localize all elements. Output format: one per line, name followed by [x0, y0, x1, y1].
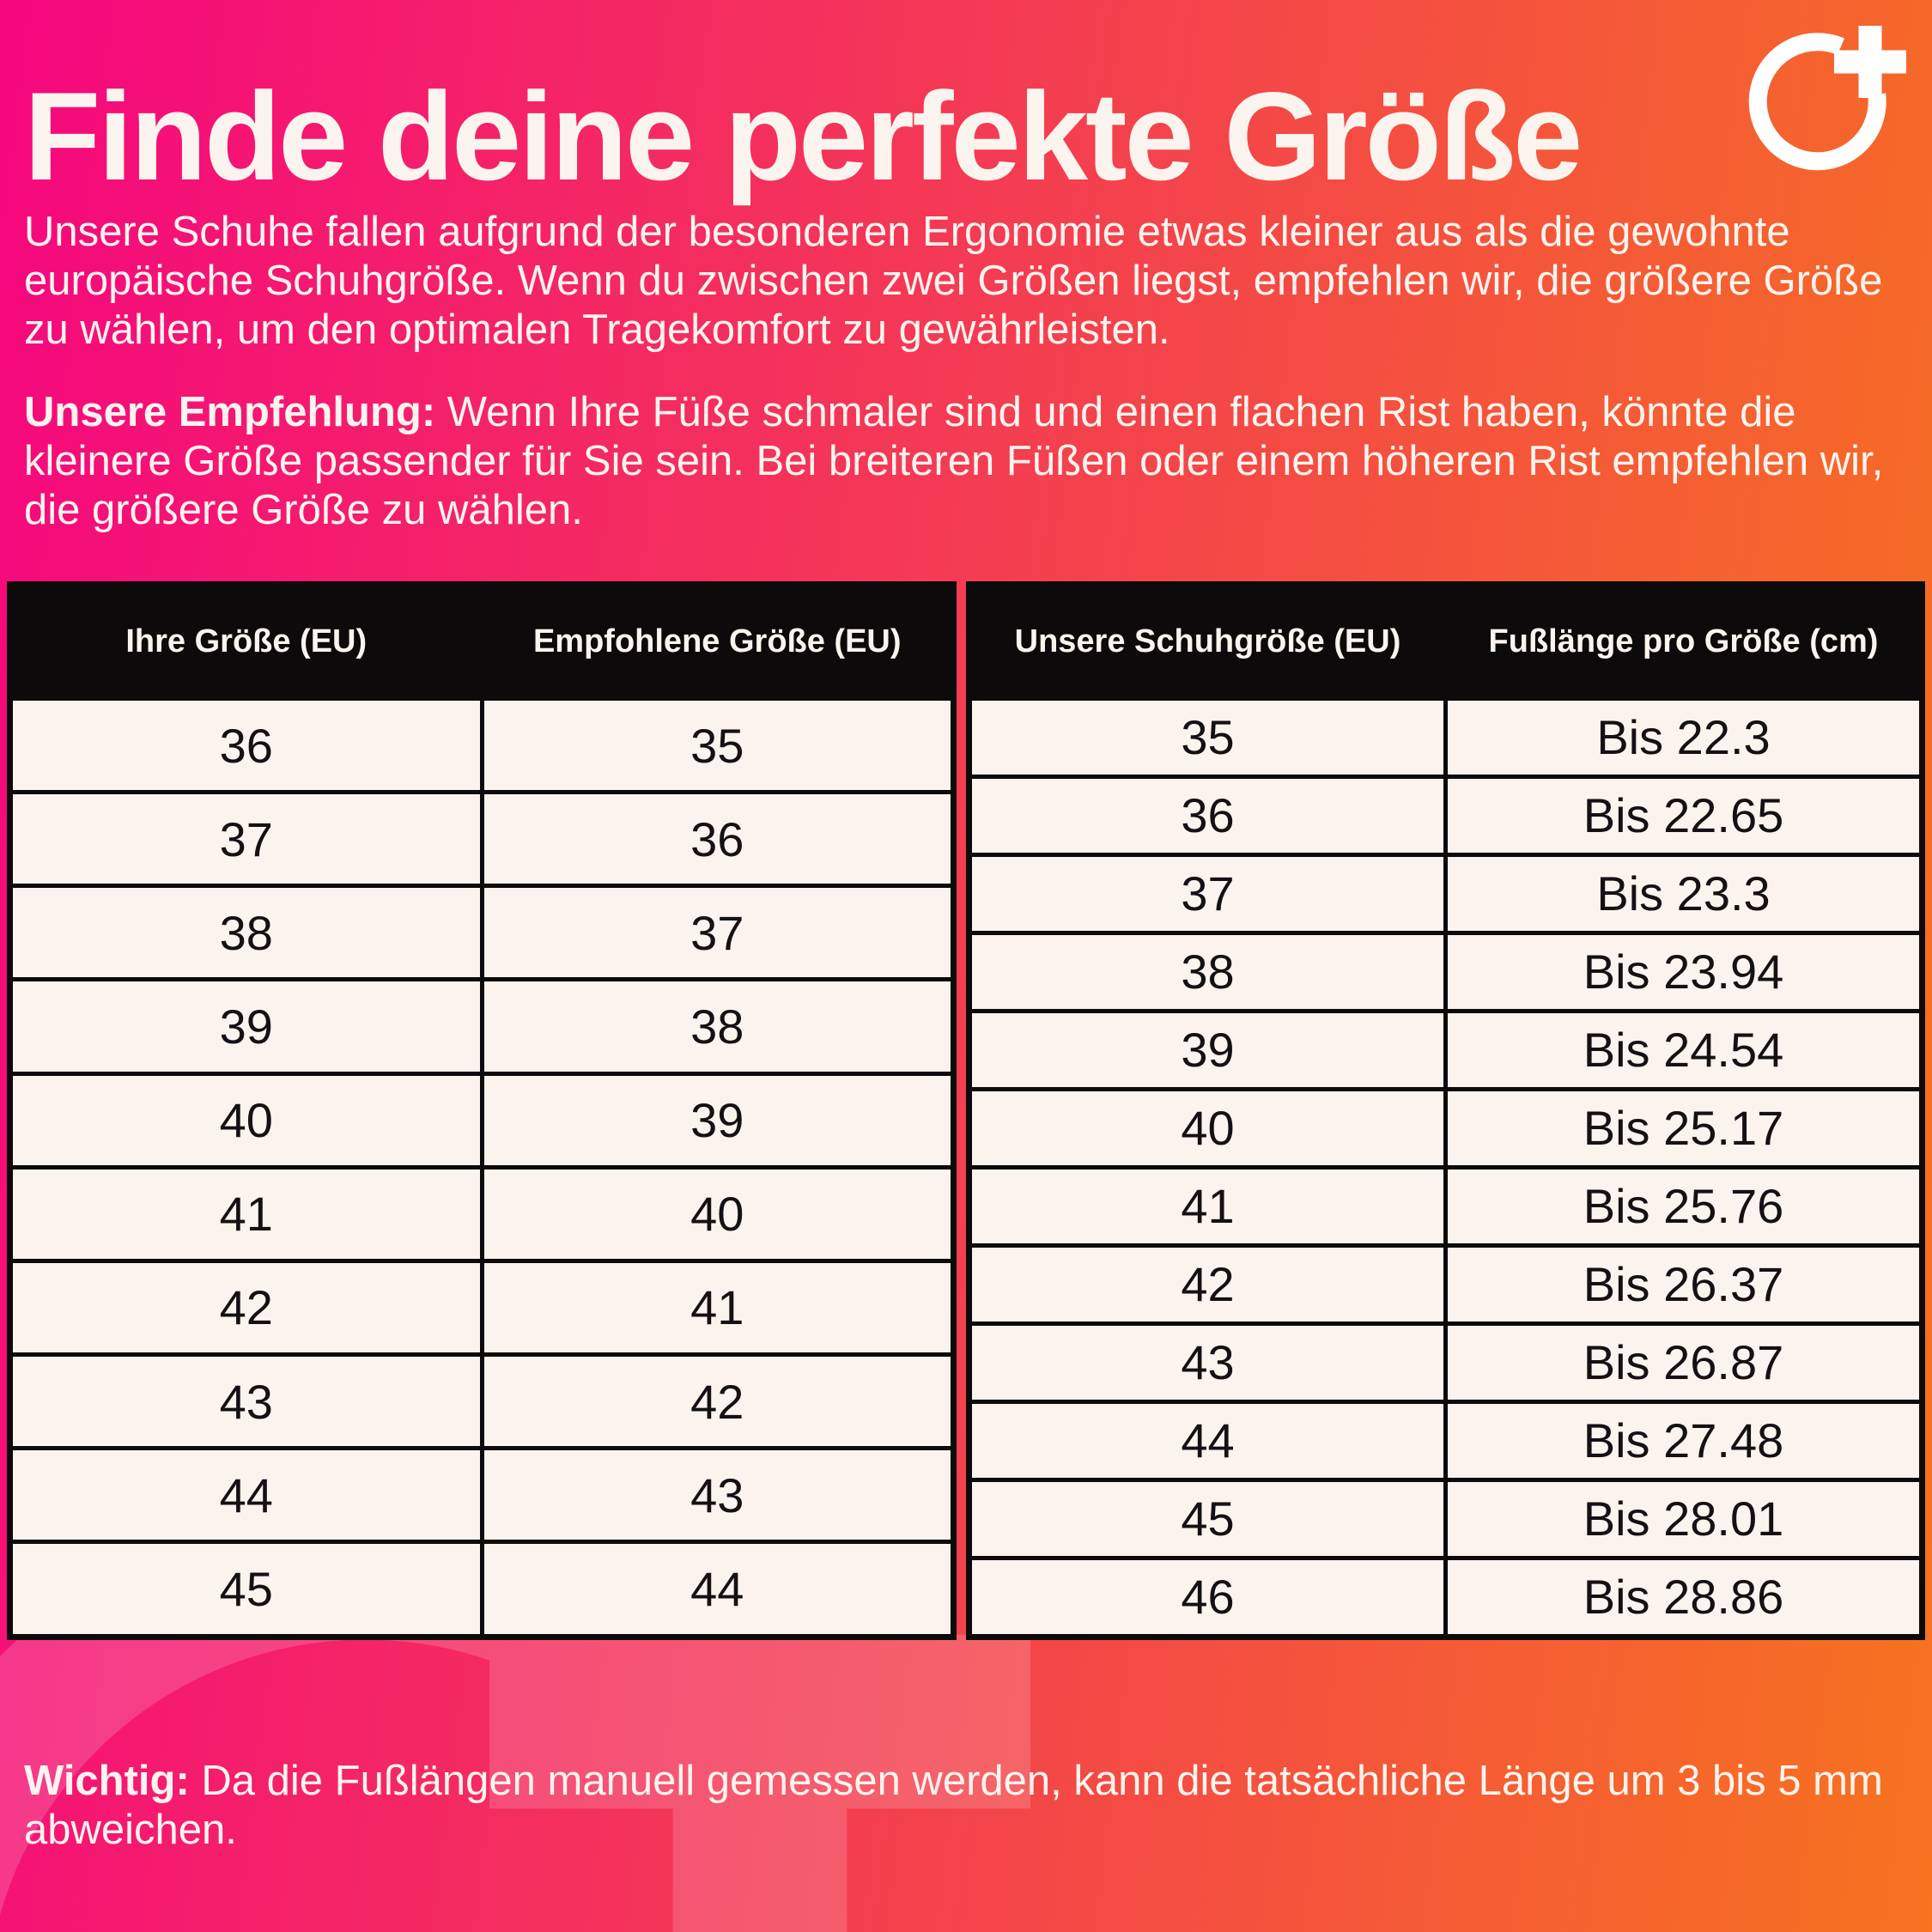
table-row: 44 43: [8, 1446, 956, 1545]
table-row: 41 40: [8, 1164, 956, 1263]
table-cell: Bis 26.37: [1443, 1242, 1924, 1326]
table-cell: 38: [8, 884, 484, 982]
table-cell: 43: [967, 1321, 1448, 1404]
table-row: 45 Bis 28.01: [967, 1477, 1924, 1560]
table-cell: 44: [8, 1446, 484, 1545]
table-cell: Bis 25.17: [1443, 1086, 1924, 1170]
table-cell: 39: [479, 1071, 956, 1170]
table-row: 36 Bis 22.65: [967, 774, 1924, 857]
table-cell: 44: [967, 1399, 1448, 1482]
table-row: 37 Bis 23.3: [967, 852, 1924, 935]
table-cell: Bis 23.94: [1443, 930, 1924, 1013]
table-cell: Bis 22.3: [1443, 696, 1924, 779]
table-cell: 45: [967, 1477, 1448, 1560]
table-row: 46 Bis 28.86: [967, 1555, 1924, 1640]
table-row: 39 38: [8, 977, 956, 1076]
table-cell: 41: [479, 1258, 956, 1357]
table-cell: 36: [8, 696, 484, 795]
table-row: 38 Bis 23.94: [967, 930, 1924, 1013]
table-cell: 40: [479, 1164, 956, 1263]
o-plus-logo-icon: [1748, 26, 1906, 171]
table-cell: 39: [967, 1008, 1448, 1091]
table-cell: 38: [967, 930, 1448, 1013]
table-cell: Bis 27.48: [1443, 1399, 1924, 1482]
table-header-row: Unsere Schuhgröße (EU) Fußlänge pro Größ…: [967, 582, 1924, 701]
table-row: 42 Bis 26.37: [967, 1242, 1924, 1326]
table-cell: 45: [8, 1540, 484, 1639]
table-row: 39 Bis 24.54: [967, 1008, 1924, 1091]
table-cell: 42: [479, 1352, 956, 1451]
table-cell: Bis 28.86: [1443, 1555, 1924, 1640]
important-note-text: Da die Fußlängen manuell gemessen werden…: [24, 1758, 1883, 1853]
page-title: Finde deine perfekte Größe: [24, 66, 1583, 206]
recommendation-paragraph: Unsere Empfehlung: Wenn Ihre Füße schmal…: [24, 388, 1909, 535]
column-header-foot-length: Fußlänge pro Größe (cm): [1443, 582, 1924, 701]
table-row: 37 36: [8, 790, 956, 889]
table-row: 43 42: [8, 1352, 956, 1451]
table-header-row: Ihre Größe (EU) Empfohlene Größe (EU): [8, 582, 956, 701]
recommendation-label: Unsere Empfehlung:: [24, 389, 436, 435]
column-header-your-size: Ihre Größe (EU): [8, 582, 484, 701]
table-cell: 36: [479, 790, 956, 889]
column-header-our-shoe-size: Unsere Schuhgröße (EU): [967, 582, 1448, 701]
size-conversion-table: Ihre Größe (EU) Empfohlene Größe (EU) 36…: [7, 581, 957, 1640]
table-cell: 46: [967, 1555, 1448, 1640]
table-cell: 43: [479, 1446, 956, 1545]
table-cell: 42: [8, 1258, 484, 1357]
table-cell: 39: [8, 977, 484, 1076]
column-header-recommended-size: Empfohlene Größe (EU): [479, 582, 956, 701]
table-cell: 37: [8, 790, 484, 889]
table-cell: Bis 26.87: [1443, 1321, 1924, 1404]
table-row: 35 Bis 22.3: [967, 696, 1924, 779]
table-cell: 38: [479, 977, 956, 1076]
table-cell: 35: [479, 696, 956, 795]
table-row: 42 41: [8, 1258, 956, 1357]
table-body: 35 Bis 22.3 36 Bis 22.65 37 Bis 23.3 38 Bis 23.…: [967, 696, 1924, 1640]
table-cell: 41: [8, 1164, 484, 1263]
table-cell: 36: [967, 774, 1448, 857]
table-cell: 43: [8, 1352, 484, 1451]
table-cell: 41: [967, 1164, 1448, 1248]
table-cell: 35: [967, 696, 1448, 779]
table-cell: Bis 23.3: [1443, 852, 1924, 935]
table-row: 41 Bis 25.76: [967, 1164, 1924, 1248]
table-cell: Bis 25.76: [1443, 1164, 1924, 1248]
table-row: 40 39: [8, 1071, 956, 1170]
table-cell: 40: [8, 1071, 484, 1170]
important-note-label: Wichtig:: [24, 1758, 190, 1804]
important-note: Wichtig: Da die Fußlängen manuell gemess…: [24, 1757, 1909, 1855]
table-cell: 37: [967, 852, 1448, 935]
table-row: 44 Bis 27.48: [967, 1399, 1924, 1482]
recommendation-text: Wenn Ihre Füße schmaler sind und einen f…: [24, 389, 1884, 533]
table-row: 45 44: [8, 1540, 956, 1639]
intro-paragraph: Unsere Schuhe fallen aufgrund der besond…: [24, 209, 1883, 353]
table-cell: 40: [967, 1086, 1448, 1170]
table-cell: Bis 22.65: [1443, 774, 1924, 857]
table-cell: 37: [479, 884, 956, 982]
table-cell: Bis 24.54: [1443, 1008, 1924, 1091]
table-cell: 42: [967, 1242, 1448, 1326]
table-row: 40 Bis 25.17: [967, 1086, 1924, 1170]
table-body: 36 35 37 36 38 37 39 38 40 39 41 40 42 41 43 42 44 43 45 44: [8, 696, 956, 1639]
table-row: 43 Bis 26.87: [967, 1321, 1924, 1404]
table-row: 38 37: [8, 884, 956, 982]
foot-length-table: Unsere Schuhgröße (EU) Fußlänge pro Größ…: [966, 581, 1925, 1640]
table-cell: Bis 28.01: [1443, 1477, 1924, 1560]
table-row: 36 35: [8, 696, 956, 795]
table-cell: 44: [479, 1540, 956, 1639]
